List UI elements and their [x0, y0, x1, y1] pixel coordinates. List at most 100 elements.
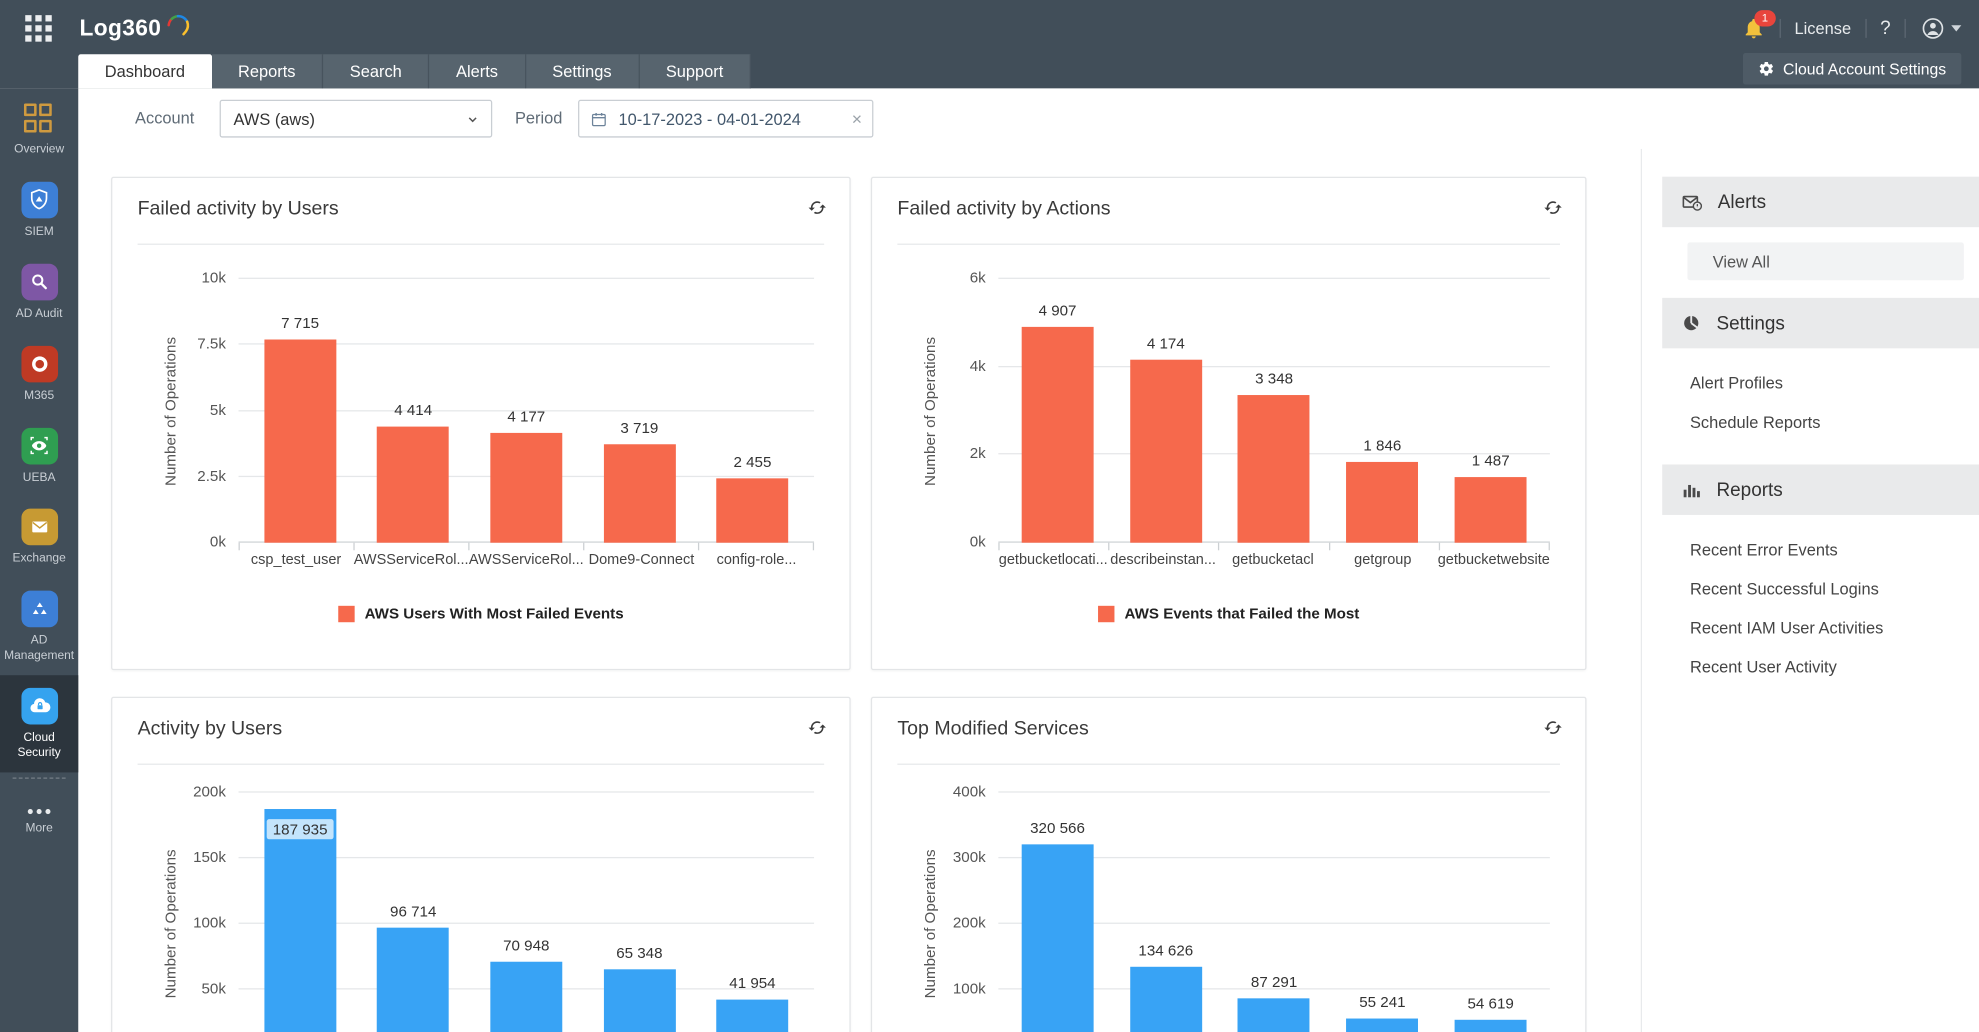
bar[interactable] — [490, 432, 563, 543]
reports-section-header: Reports — [1662, 464, 1979, 515]
help-button[interactable]: ? — [1880, 17, 1891, 39]
sidebar-item-exchange[interactable]: Exchange — [0, 496, 78, 578]
bar[interactable] — [1238, 395, 1311, 543]
refresh-button[interactable] — [1544, 198, 1563, 217]
cloud-lock-icon — [20, 687, 58, 725]
bar-slot: 4 414 — [357, 279, 470, 543]
bar[interactable] — [1238, 997, 1311, 1032]
y-tick-label: 2k — [969, 444, 986, 463]
bar-value-label: 96 714 — [390, 902, 437, 921]
bar-slot: 3 348 — [1220, 279, 1328, 543]
bar[interactable] — [1346, 1018, 1419, 1032]
grid-line: 200k — [953, 914, 1550, 931]
settings-section-header: Settings — [1662, 297, 1979, 349]
sidebar-item-siem[interactable]: SIEM — [0, 169, 78, 251]
tab-alerts[interactable]: Alerts — [429, 54, 526, 89]
top-bar: Log360 1 License ? — [0, 0, 1979, 89]
sidebar-item-ad-management[interactable]: AD Management — [0, 578, 78, 675]
bar-slot: 2 455 — [696, 279, 809, 543]
plot-area: 0k 2k 4k 6k 4 907 4 174 3 348 1 846 1 487 — [970, 269, 1550, 550]
bar[interactable] — [603, 444, 676, 543]
bar-value-label: 4 907 — [1038, 301, 1077, 320]
cloud-account-settings-button[interactable]: Cloud Account Settings — [1742, 53, 1962, 85]
bar-slot: 320 566 — [1003, 793, 1111, 1032]
bar[interactable] — [264, 808, 337, 1032]
bar[interactable] — [1021, 844, 1094, 1032]
bar-slot: 4 907 — [1003, 279, 1111, 543]
bar[interactable] — [1346, 461, 1419, 543]
bar[interactable] — [1454, 477, 1527, 543]
bars-group: 4 907 4 174 3 348 1 846 1 487 — [998, 279, 1550, 543]
divider — [1904, 18, 1906, 38]
gear-icon — [1759, 61, 1773, 76]
divider — [897, 763, 1560, 765]
sidebar-item-overview[interactable]: Overview — [0, 88, 78, 169]
x-category-label: getbucketwebsite — [1437, 552, 1550, 568]
card-failed-activity-by-users: Failed activity by Users Number of Opera… — [111, 176, 851, 671]
bar[interactable] — [1021, 326, 1094, 543]
tab-search[interactable]: Search — [323, 54, 430, 89]
bar[interactable] — [1129, 966, 1202, 1032]
link-recent-iam-user-activities[interactable]: Recent IAM User Activities — [1689, 618, 1884, 638]
view-all-button[interactable]: View All — [1687, 242, 1964, 281]
app-grid-icon[interactable] — [25, 14, 52, 42]
bar[interactable] — [377, 928, 450, 1032]
link-recent-successful-logins[interactable]: Recent Successful Logins — [1689, 579, 1879, 599]
clear-period-button[interactable]: × — [851, 108, 863, 129]
license-link[interactable]: License — [1794, 18, 1852, 38]
link-recent-user-activity[interactable]: Recent User Activity — [1689, 657, 1837, 677]
refresh-button[interactable] — [1544, 718, 1563, 737]
notifications-button[interactable]: 1 — [1742, 9, 1776, 40]
bar[interactable] — [603, 969, 676, 1032]
shield-icon — [20, 181, 58, 219]
bar[interactable] — [377, 426, 450, 543]
card-top-modified-services: Top Modified Services Number of Operatio… — [870, 696, 1587, 1032]
bar-slot: 134 626 — [1112, 793, 1220, 1032]
tab-support[interactable]: Support — [639, 54, 752, 89]
period-date-range-field[interactable]: 10-17-2023 - 04-01-2024 × — [578, 99, 874, 138]
sidebar-item-m365[interactable]: M365 — [0, 333, 78, 415]
user-avatar-icon — [1922, 17, 1944, 39]
bar[interactable] — [264, 339, 337, 543]
eye-icon — [20, 427, 58, 464]
tab-dashboard[interactable]: Dashboard — [78, 54, 212, 89]
bar[interactable] — [1454, 1019, 1527, 1032]
filter-bar: Account AWS (aws) Period 10-17-2023 - 04… — [78, 88, 1979, 149]
bar[interactable] — [1129, 359, 1202, 543]
bar[interactable] — [490, 962, 563, 1032]
sidebar-item-ad-audit[interactable]: AD Audit — [0, 251, 78, 333]
refresh-button[interactable] — [808, 198, 827, 217]
bar[interactable] — [716, 477, 789, 543]
user-menu[interactable] — [1920, 15, 1962, 42]
bar-slot: 1 487 — [1437, 279, 1545, 543]
mail-alert-icon — [1682, 195, 1703, 211]
chart-legend: AWS Events that Failed the Most — [872, 605, 1585, 622]
link-alert-profiles[interactable]: Alert Profiles — [1689, 373, 1784, 393]
account-select[interactable]: AWS (aws) — [219, 99, 493, 138]
bar-value-label: 3 719 — [620, 419, 659, 438]
sidebar-item-label: AD Audit — [15, 306, 63, 321]
y-tick-label: 5k — [209, 400, 226, 419]
sidebar-item-cloud-security[interactable]: Cloud Security — [0, 675, 79, 773]
tab-settings[interactable]: Settings — [525, 54, 640, 89]
bar-slot: 41 954 — [696, 793, 809, 1032]
link-recent-error-events[interactable]: Recent Error Events — [1689, 540, 1838, 560]
ad-management-icon — [20, 590, 58, 628]
settings-links: Alert Profiles Schedule Reports — [1642, 348, 1979, 446]
pie-chart-icon — [1684, 315, 1699, 331]
account-selected-value: AWS (aws) — [233, 109, 315, 129]
bar[interactable] — [716, 1000, 789, 1032]
sidebar-item-label: Cloud Security — [17, 730, 61, 760]
grid-line: 100k — [193, 914, 815, 931]
bar-value-label: 2 455 — [733, 452, 772, 471]
y-axis-title: Number of Operations — [161, 849, 180, 999]
refresh-button[interactable] — [808, 718, 827, 737]
sidebar-item-ueba[interactable]: UEBA — [0, 415, 78, 497]
tab-reports[interactable]: Reports — [211, 54, 324, 89]
link-schedule-reports[interactable]: Schedule Reports — [1689, 412, 1821, 432]
y-tick-label: 4k — [969, 356, 986, 375]
x-category-label: config-role... — [716, 552, 797, 568]
sidebar-item-more[interactable]: More — [0, 783, 78, 847]
legend-label: AWS Users With Most Failed Events — [364, 604, 624, 623]
